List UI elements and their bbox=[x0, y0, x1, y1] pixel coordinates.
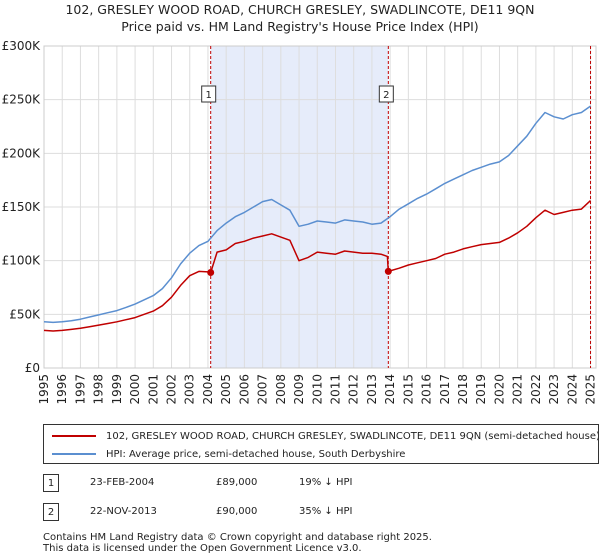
x-tick-label: 1998 bbox=[92, 374, 106, 405]
x-tick-label: 2017 bbox=[438, 374, 452, 405]
x-tick-label: 2018 bbox=[456, 374, 470, 405]
x-tick-label: 2000 bbox=[128, 374, 142, 405]
price-chart: 1 2 £0 £50K £100K £150K £200K £250K £300K 1995 199… bbox=[2, 39, 598, 405]
legend: 102, GRESLEY WOOD ROAD, CHURCH GRESLEY, … bbox=[43, 424, 599, 464]
x-tick-label: 1996 bbox=[55, 374, 69, 405]
y-tick-label: £100K bbox=[2, 254, 42, 268]
legend-item-property: 102, GRESLEY WOOD ROAD, CHURCH GRESLEY, … bbox=[44, 428, 599, 444]
x-tick-label: 2003 bbox=[183, 374, 197, 405]
transaction-number: 1 bbox=[43, 474, 59, 492]
chart-subtitle: Price paid vs. HM Land Registry's House … bbox=[121, 19, 479, 34]
x-tick-label: 2025 bbox=[584, 374, 598, 405]
legend-swatch-hpi bbox=[52, 453, 96, 455]
x-tick-label: 2005 bbox=[219, 374, 233, 405]
x-tick-label: 2011 bbox=[328, 374, 342, 405]
legend-swatch-property bbox=[52, 435, 96, 437]
footer-attribution: Contains HM Land Registry data © Crown c… bbox=[43, 532, 432, 554]
y-tick-label: £50K bbox=[9, 307, 41, 321]
x-tick-label: 2006 bbox=[237, 374, 251, 405]
y-tick-label: £150K bbox=[2, 200, 42, 214]
x-tick-label: 1997 bbox=[73, 374, 87, 405]
y-tick-label: £250K bbox=[2, 93, 42, 107]
transaction-date: 22-NOV-2013 bbox=[90, 506, 157, 517]
sale-label: 2 bbox=[383, 90, 389, 101]
x-tick-label: 2014 bbox=[383, 374, 397, 405]
y-tick-label: £0 bbox=[25, 361, 40, 375]
sale-point bbox=[384, 267, 392, 275]
x-tick-label: 2015 bbox=[401, 374, 415, 405]
x-tick-label: 2022 bbox=[529, 374, 543, 405]
y-tick-label: £300K bbox=[2, 39, 42, 53]
transaction-price: £89,000 bbox=[216, 477, 258, 488]
chart-title: 102, GRESLEY WOOD ROAD, CHURCH GRESLEY, … bbox=[65, 2, 535, 17]
x-tick-label: 2002 bbox=[165, 374, 179, 405]
legend-label-hpi: HPI: Average price, semi-detached house,… bbox=[106, 448, 406, 460]
transaction-hpi-diff: 35% ↓ HPI bbox=[299, 506, 353, 517]
transaction-number: 2 bbox=[43, 503, 59, 521]
x-tick-label: 2007 bbox=[256, 374, 270, 405]
footer-line: Contains HM Land Registry data © Crown c… bbox=[43, 532, 432, 543]
sale-label: 1 bbox=[206, 90, 212, 101]
legend-item-hpi: HPI: Average price, semi-detached house,… bbox=[44, 446, 405, 462]
x-tick-label: 2019 bbox=[474, 374, 488, 405]
x-tick-label: 2023 bbox=[547, 374, 561, 405]
y-tick-label: £200K bbox=[2, 146, 42, 160]
x-tick-label: 2001 bbox=[146, 374, 160, 405]
x-tick-label: 2024 bbox=[565, 374, 579, 405]
transaction-hpi-diff: 19% ↓ HPI bbox=[299, 477, 353, 488]
legend-label-property: 102, GRESLEY WOOD ROAD, CHURCH GRESLEY, … bbox=[106, 430, 599, 442]
x-tick-label: 2009 bbox=[292, 374, 306, 405]
x-tick-label: 2016 bbox=[420, 374, 434, 405]
x-tick-label: 1999 bbox=[110, 374, 124, 405]
sale-point bbox=[207, 268, 215, 276]
x-tick-label: 2021 bbox=[511, 374, 525, 405]
x-tick-label: 2008 bbox=[274, 374, 288, 405]
x-tick-label: 2004 bbox=[201, 374, 215, 405]
x-tick-label: 1995 bbox=[37, 374, 51, 405]
series-line-property bbox=[43, 200, 592, 332]
transaction-price: £90,000 bbox=[216, 506, 258, 517]
x-tick-label: 2010 bbox=[310, 374, 324, 405]
x-tick-label: 2013 bbox=[365, 374, 379, 405]
plot-frame bbox=[43, 45, 597, 369]
footer-line: This data is licensed under the Open Gov… bbox=[43, 543, 362, 554]
x-tick-label: 2020 bbox=[492, 374, 506, 405]
x-tick-label: 2012 bbox=[347, 374, 361, 405]
transaction-date: 23-FEB-2004 bbox=[90, 477, 155, 488]
sale-label-box bbox=[201, 85, 217, 103]
series-line-hpi bbox=[43, 105, 591, 324]
sale-label-box bbox=[378, 85, 394, 103]
